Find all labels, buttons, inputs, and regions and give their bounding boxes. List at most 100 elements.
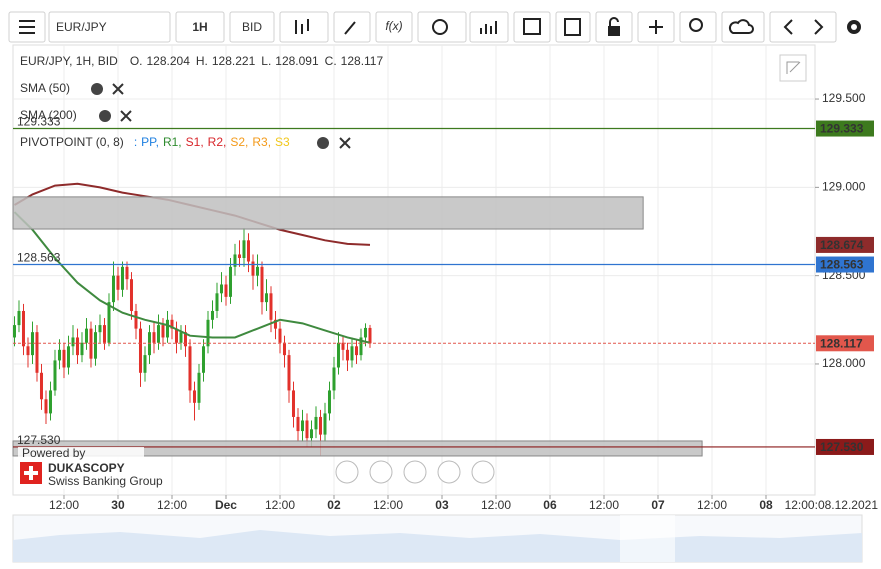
info-icon [432,19,448,35]
ohlc-value: 128.091 [275,54,319,68]
sma50-legend: SMA (50) [20,81,70,95]
period-button[interactable] [175,11,225,43]
ohlc-label: O. [130,54,143,68]
y-tick-label: 129.500 [822,91,866,105]
candle-body [179,332,183,343]
ohlc-value: 128.221 [212,54,256,68]
candle-body [264,293,268,303]
x-tick-label: 30 [111,498,125,512]
candle-body [192,390,196,403]
draw-icon [344,21,356,35]
pivot-item: R1, [163,135,182,149]
candle-body [219,284,223,294]
candle-body [354,346,358,356]
candle-body [273,319,277,329]
candle-body [84,328,88,343]
report-button[interactable] [555,11,591,43]
ohlc-value: 128.204 [146,54,190,68]
candle-body [93,332,97,359]
nav-arrows [783,19,824,35]
symbol: EUR/JPY [56,20,107,34]
powered-by: Powered by [22,446,85,460]
candle-body [368,327,372,344]
price-tag [816,120,874,137]
candle-body [210,310,214,320]
candle-body [341,342,345,350]
info-button[interactable] [417,11,467,43]
close-icon[interactable] [339,137,351,149]
candle-body [300,420,304,432]
candle-body [111,275,115,303]
price-tag-label: 128.117 [820,336,863,350]
candle-body [363,327,367,338]
price-tag-label: 129.333 [820,122,864,136]
candle-body [125,266,129,280]
calendar-button[interactable] [513,11,551,43]
nav-zoom-out[interactable] [369,460,393,484]
candle-body [156,325,160,343]
pivot-prefix: : [134,135,137,149]
x-tick-label: 12:00 [157,498,187,512]
candle-body [17,310,21,326]
level-label: 129.333 [17,115,61,129]
candle-body [102,325,106,343]
chart-type-button[interactable] [279,11,329,43]
candle-body [107,302,111,343]
gear-icon[interactable] [91,83,103,95]
ohlc-value: 128.117 [341,54,384,68]
gear-icon[interactable] [99,110,111,122]
close-icon[interactable] [112,83,124,95]
candle-body [35,332,39,373]
popout-button[interactable] [779,54,807,82]
nav-right[interactable] [471,460,495,484]
candle-body [350,346,354,361]
candle-body [282,342,286,356]
nav-buttons[interactable] [769,11,837,43]
candle-body [152,332,156,343]
brand-tagline: Swiss Banking Group [48,474,163,488]
volume-button[interactable] [469,11,509,43]
calendar-icon [523,18,541,35]
price-tag-label: 128.563 [820,258,864,272]
indicator-button[interactable] [375,11,413,43]
symbol-box[interactable] [48,11,171,43]
navigator-gap [620,515,675,562]
cloud-button[interactable] [721,11,765,43]
x-tick-label: 12:00 [49,498,79,512]
zoom-button[interactable] [679,11,717,43]
price-tag [816,335,874,352]
pivot-item: S2, [230,135,248,149]
candle-body [98,325,102,333]
candle-body [206,319,210,347]
candle-body [174,328,178,343]
x-tick-label: Dec [215,498,237,512]
candle-body [44,399,48,414]
nav-reset[interactable] [403,460,427,484]
nav-zoom-in[interactable] [437,460,461,484]
candle-body [188,346,192,391]
candle-body [246,240,250,262]
candle-body [305,420,309,439]
candle-body [260,266,264,303]
y-tick-label: 128.000 [822,356,866,370]
close-icon[interactable] [120,110,132,122]
x-tick-label: 12:00 [481,498,511,512]
side-button[interactable] [229,11,275,43]
sma200-legend: SMA (200) [20,108,77,122]
nav-left[interactable] [335,460,359,484]
candle-body [278,328,282,343]
overlay: 129.333 129.333 128.563 128.563 127.530 127.5… [12,115,874,457]
candle-body [134,310,138,329]
candle-body [318,416,322,435]
candle-body [62,349,66,368]
sma-line [13,211,371,344]
branding: Powered by DUKASCOPY Swiss Banking Group [18,446,163,489]
candle-body [359,337,363,356]
gear-icon[interactable] [317,137,329,149]
candle-body [71,337,75,347]
candle-body [39,372,43,400]
candle-body [66,346,70,368]
candle-body [237,254,241,258]
